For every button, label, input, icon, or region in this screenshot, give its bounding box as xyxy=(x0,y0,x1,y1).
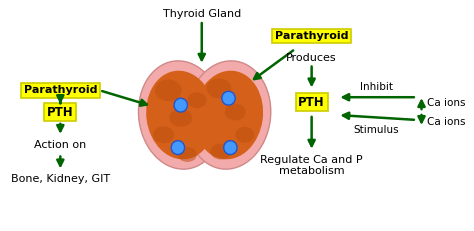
Ellipse shape xyxy=(207,79,231,98)
Ellipse shape xyxy=(178,147,197,162)
Text: Parathyroid: Parathyroid xyxy=(24,85,97,95)
Ellipse shape xyxy=(186,61,271,169)
Circle shape xyxy=(174,98,187,112)
Circle shape xyxy=(171,141,184,155)
Ellipse shape xyxy=(155,79,182,101)
Ellipse shape xyxy=(169,109,192,127)
Text: Bone, Kidney, GIT: Bone, Kidney, GIT xyxy=(11,174,110,184)
Ellipse shape xyxy=(194,71,263,159)
Ellipse shape xyxy=(191,110,218,130)
Ellipse shape xyxy=(235,127,255,143)
Text: Parathyroid: Parathyroid xyxy=(275,31,348,41)
Ellipse shape xyxy=(153,126,174,143)
Text: PTH: PTH xyxy=(298,96,325,109)
Text: Regulate Ca and P
metabolism: Regulate Ca and P metabolism xyxy=(260,155,363,176)
Ellipse shape xyxy=(225,104,246,120)
Ellipse shape xyxy=(187,92,207,108)
Text: PTH: PTH xyxy=(47,106,73,119)
Text: Inhibit: Inhibit xyxy=(360,82,393,92)
Text: Action on: Action on xyxy=(34,140,86,150)
Text: Ca ions: Ca ions xyxy=(427,98,466,108)
Circle shape xyxy=(224,141,237,155)
Text: Ca ions: Ca ions xyxy=(427,117,466,127)
Text: Stimulus: Stimulus xyxy=(354,125,400,135)
Text: Thyroid Gland: Thyroid Gland xyxy=(163,9,241,19)
Circle shape xyxy=(222,91,235,105)
Ellipse shape xyxy=(146,71,215,159)
Ellipse shape xyxy=(138,61,223,169)
Text: Produces: Produces xyxy=(286,53,337,63)
Ellipse shape xyxy=(210,144,231,159)
